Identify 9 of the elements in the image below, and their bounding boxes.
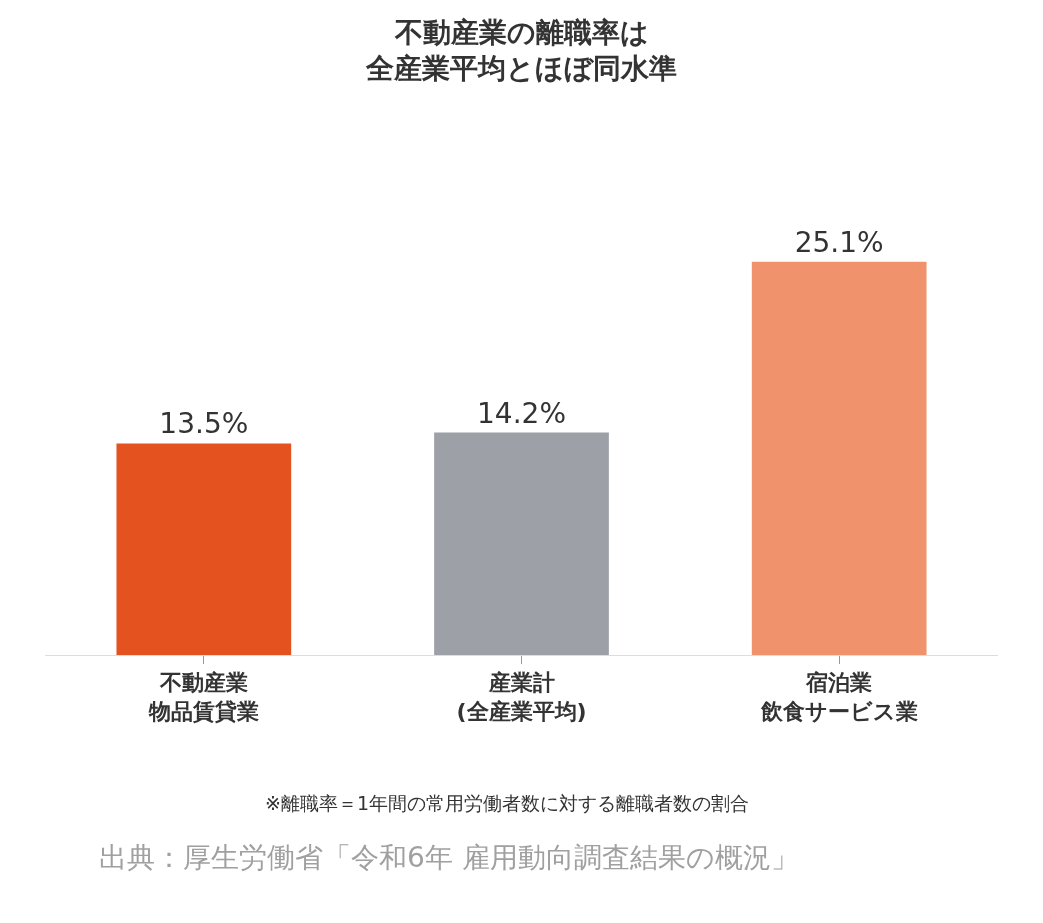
data-label: 25.1% [794, 225, 884, 259]
data-label: 13.5% [159, 407, 249, 441]
x-tick-label: 不動産業物品賃貸業 [147, 670, 259, 724]
x-tick-label: 産業計(全産業平均) [456, 670, 587, 724]
text: ※離職率＝1年間の常用労働者数に対する離職者数の割合 [265, 792, 750, 814]
x-tick-label: 宿泊業飲食サービス業 [759, 670, 918, 724]
chart-title: 不動産業の離職率は全産業平均とほぼ同水準 [365, 15, 677, 85]
source-note: 出典：厚生労働省「令和6年 雇用動向調査結果の概況」 [99, 841, 799, 874]
data-label: 14.2% [477, 396, 566, 430]
